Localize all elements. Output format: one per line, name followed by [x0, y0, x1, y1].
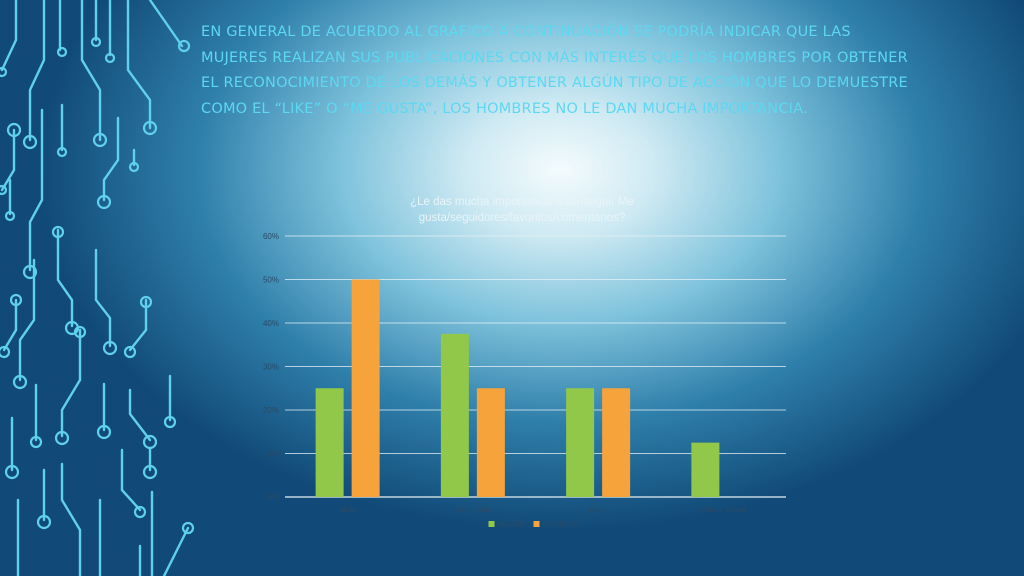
chart-title-line-1: ¿Le das mucha importancia a conseguir Me: [410, 196, 634, 208]
y-tick-label: 30%: [263, 363, 279, 372]
y-tick-label: 20%: [263, 406, 279, 415]
circuit-line: [126, 0, 152, 130]
circuit-node: [12, 374, 28, 390]
circuit-node: [163, 415, 177, 429]
circuit-line: [128, 388, 152, 442]
x-category-label: poco: [589, 505, 607, 514]
circuit-node: [123, 345, 137, 359]
y-tick-label: 40%: [263, 319, 279, 328]
legend-swatch: [533, 521, 540, 527]
y-axis-ticks: 0% 10% 20% 30% 40% 50% 60%: [263, 232, 279, 502]
circuit-line: [102, 116, 120, 202]
circuit-decoration: [0, 0, 195, 576]
circuit-line: [128, 298, 148, 352]
circuit-line: [0, 0, 18, 72]
circuit-node: [139, 295, 153, 309]
circuit-node: [54, 430, 70, 446]
legend: MUJER HOMBRE: [488, 520, 578, 529]
circuit-node: [56, 146, 68, 158]
circuit-line: [18, 258, 36, 382]
circuit-line: [120, 448, 142, 512]
x-category-label: varias veces: [701, 505, 745, 514]
circuit-node: [22, 134, 38, 150]
legend-swatch: [488, 521, 495, 527]
circuit-node: [56, 46, 68, 58]
circuit-node: [36, 514, 52, 530]
x-category-label: nada: [339, 505, 357, 514]
bar-hombre: [602, 388, 631, 497]
circuit-node: [177, 39, 191, 53]
y-tick-label: 10%: [263, 450, 279, 459]
circuit-node: [142, 434, 158, 450]
y-tick-label: 60%: [263, 232, 279, 241]
circuit-node: [0, 66, 8, 78]
circuit-line: [2, 298, 18, 352]
circuit-line: [60, 462, 82, 576]
legend-label: HOMBRE: [543, 520, 578, 529]
circuit-node: [6, 122, 22, 138]
circuit-node: [29, 435, 43, 449]
circuit-line: [162, 526, 190, 576]
circuit-node: [4, 464, 20, 480]
bar-mujer: [566, 388, 595, 497]
circuit-node: [92, 132, 108, 148]
circuit-line: [60, 328, 82, 438]
bar-mujer: [440, 333, 469, 497]
circuit-node: [104, 52, 116, 64]
circuit-node: [90, 36, 102, 48]
circuit-node: [0, 184, 8, 196]
legend-label: MUJER: [498, 520, 526, 529]
circuit-line: [148, 0, 184, 48]
circuit-line: [28, 108, 44, 272]
circuit-node: [142, 464, 158, 480]
circuit-line: [80, 0, 102, 142]
circuit-node: [102, 340, 118, 356]
circuit-line: [28, 0, 46, 142]
circuit-node: [51, 225, 65, 239]
y-tick-label: 50%: [263, 276, 279, 285]
circuit-node: [181, 521, 195, 535]
y-tick-label: 0%: [267, 493, 279, 502]
bar-hombre: [476, 388, 505, 497]
circuit-node: [4, 210, 16, 222]
bar-mujer: [691, 442, 720, 497]
circuit-node: [9, 293, 23, 307]
x-axis-categories: nada casi nada poco varias veces: [339, 505, 746, 514]
circuit-line: [56, 228, 74, 328]
circuit-node: [96, 424, 112, 440]
circuit-node: [22, 264, 38, 280]
bars: [315, 279, 720, 497]
bar-hombre: [351, 279, 380, 497]
circuit-node: [142, 120, 158, 136]
bar-mujer: [315, 388, 344, 497]
x-category-label: casi nada: [456, 505, 491, 514]
chart-title-line-2: gusta/seguidores/favoritos/comentarios?: [419, 212, 625, 224]
circuit-node: [128, 161, 140, 173]
headline-text: En general de acuerdo al gráfico a conti…: [201, 24, 908, 117]
circuit-line: [0, 128, 16, 192]
circuit-node: [0, 345, 11, 359]
circuit-node: [73, 325, 87, 339]
circuit-node: [96, 194, 112, 210]
circuit-line: [94, 248, 112, 348]
circuit-node: [133, 505, 147, 519]
